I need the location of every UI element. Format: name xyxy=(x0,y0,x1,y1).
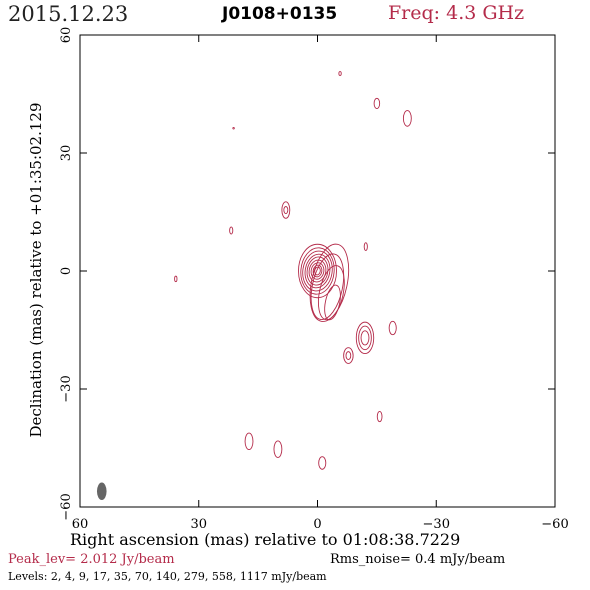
y-tick-label: 30 xyxy=(59,145,74,162)
island-contour xyxy=(273,440,283,458)
core-contour xyxy=(308,259,327,283)
x-tick-label: 0 xyxy=(313,517,321,532)
plot-frame-group xyxy=(79,34,556,508)
core-contour xyxy=(312,264,323,278)
island-contour xyxy=(281,201,291,219)
x-tick-label: −60 xyxy=(541,517,568,532)
peak-level: Peak_lev= 2.012 Jy/beam xyxy=(8,552,175,567)
island-contour xyxy=(343,347,354,364)
core-contour xyxy=(304,253,331,289)
island-contour xyxy=(388,320,397,336)
island-contour xyxy=(232,126,235,130)
x-tick-label: −30 xyxy=(423,517,450,532)
island-contour xyxy=(376,410,383,423)
core-contour xyxy=(310,262,325,280)
jet-contour xyxy=(317,265,345,321)
jet-contour xyxy=(309,243,350,322)
observation-date: 2015.12.23 xyxy=(8,2,129,26)
island-contour xyxy=(402,110,412,127)
jet-contour xyxy=(324,284,341,321)
island-contour xyxy=(345,351,352,360)
island-contour xyxy=(318,456,327,470)
y-tick-label: 0 xyxy=(59,267,74,275)
island-contour xyxy=(363,242,368,251)
island-contour xyxy=(358,325,372,351)
island-contour xyxy=(229,226,234,235)
island-contour xyxy=(244,432,254,451)
core-contour xyxy=(302,250,333,292)
beam-ellipse xyxy=(96,482,107,500)
y-tick-label: −30 xyxy=(59,375,74,402)
core-contour xyxy=(298,243,337,299)
x-tick-label: 30 xyxy=(190,517,207,532)
x-tick-label: 60 xyxy=(72,517,89,532)
source-name: J0108+0135 xyxy=(222,4,338,24)
island-contour xyxy=(355,321,375,355)
island-contour xyxy=(373,97,381,110)
island-contour xyxy=(174,275,178,283)
y-tick-label: 60 xyxy=(59,27,74,44)
jet-contour xyxy=(310,253,345,321)
rms-noise: Rms_noise= 0.4 mJy/beam xyxy=(330,552,506,567)
island-contour xyxy=(360,330,370,346)
x-axis-label: Right ascension (mas) relative to 01:08:… xyxy=(70,530,461,549)
core-contour xyxy=(300,247,335,295)
island-contour xyxy=(338,71,342,76)
island-contour xyxy=(283,206,289,215)
contour-group xyxy=(96,71,412,500)
plot-frame xyxy=(79,34,556,508)
y-axis-label: Declination (mas) relative to +01:35:02.… xyxy=(27,102,45,438)
y-tick-label: −60 xyxy=(59,493,74,520)
axis-ticks-group: 60 30 0 −30 −60 −60 −30 0 30 60 xyxy=(59,27,569,532)
frequency-label: Freq: 4.3 GHz xyxy=(388,2,525,24)
contour-levels: Levels: 2, 4, 9, 17, 35, 70, 140, 279, 5… xyxy=(8,570,327,583)
